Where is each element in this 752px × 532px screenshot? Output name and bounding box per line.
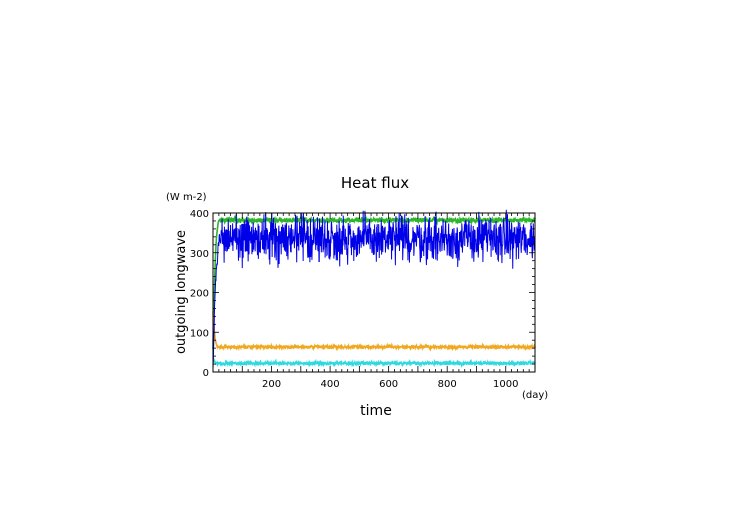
series-layer xyxy=(212,209,536,369)
x-tick-label: 1000 xyxy=(493,379,518,390)
y-tick-label: 400 xyxy=(190,209,209,220)
x-unit-label: (day) xyxy=(522,390,548,401)
chart-title: Heat flux xyxy=(341,174,409,192)
y-tick-label: 0 xyxy=(203,368,209,379)
series-line xyxy=(212,209,536,369)
x-tick-label: 200 xyxy=(262,379,281,390)
axes-layer: 200 400 600 800 1000 0 100 200 300 400 xyxy=(190,209,536,390)
y-axis-title: outgoing longwave xyxy=(174,230,189,354)
x-tick-label: 600 xyxy=(379,379,398,390)
y-tick-label: 300 xyxy=(190,249,209,260)
x-tick-label: 400 xyxy=(321,379,340,390)
x-axis-title: time xyxy=(360,403,392,419)
series-line xyxy=(212,312,536,352)
y-tick-label: 200 xyxy=(190,289,209,300)
x-tick-label: 800 xyxy=(438,379,457,390)
y-unit-label: (W m-2) xyxy=(166,192,207,203)
series-line xyxy=(212,357,536,369)
y-tick-label: 100 xyxy=(190,328,209,339)
